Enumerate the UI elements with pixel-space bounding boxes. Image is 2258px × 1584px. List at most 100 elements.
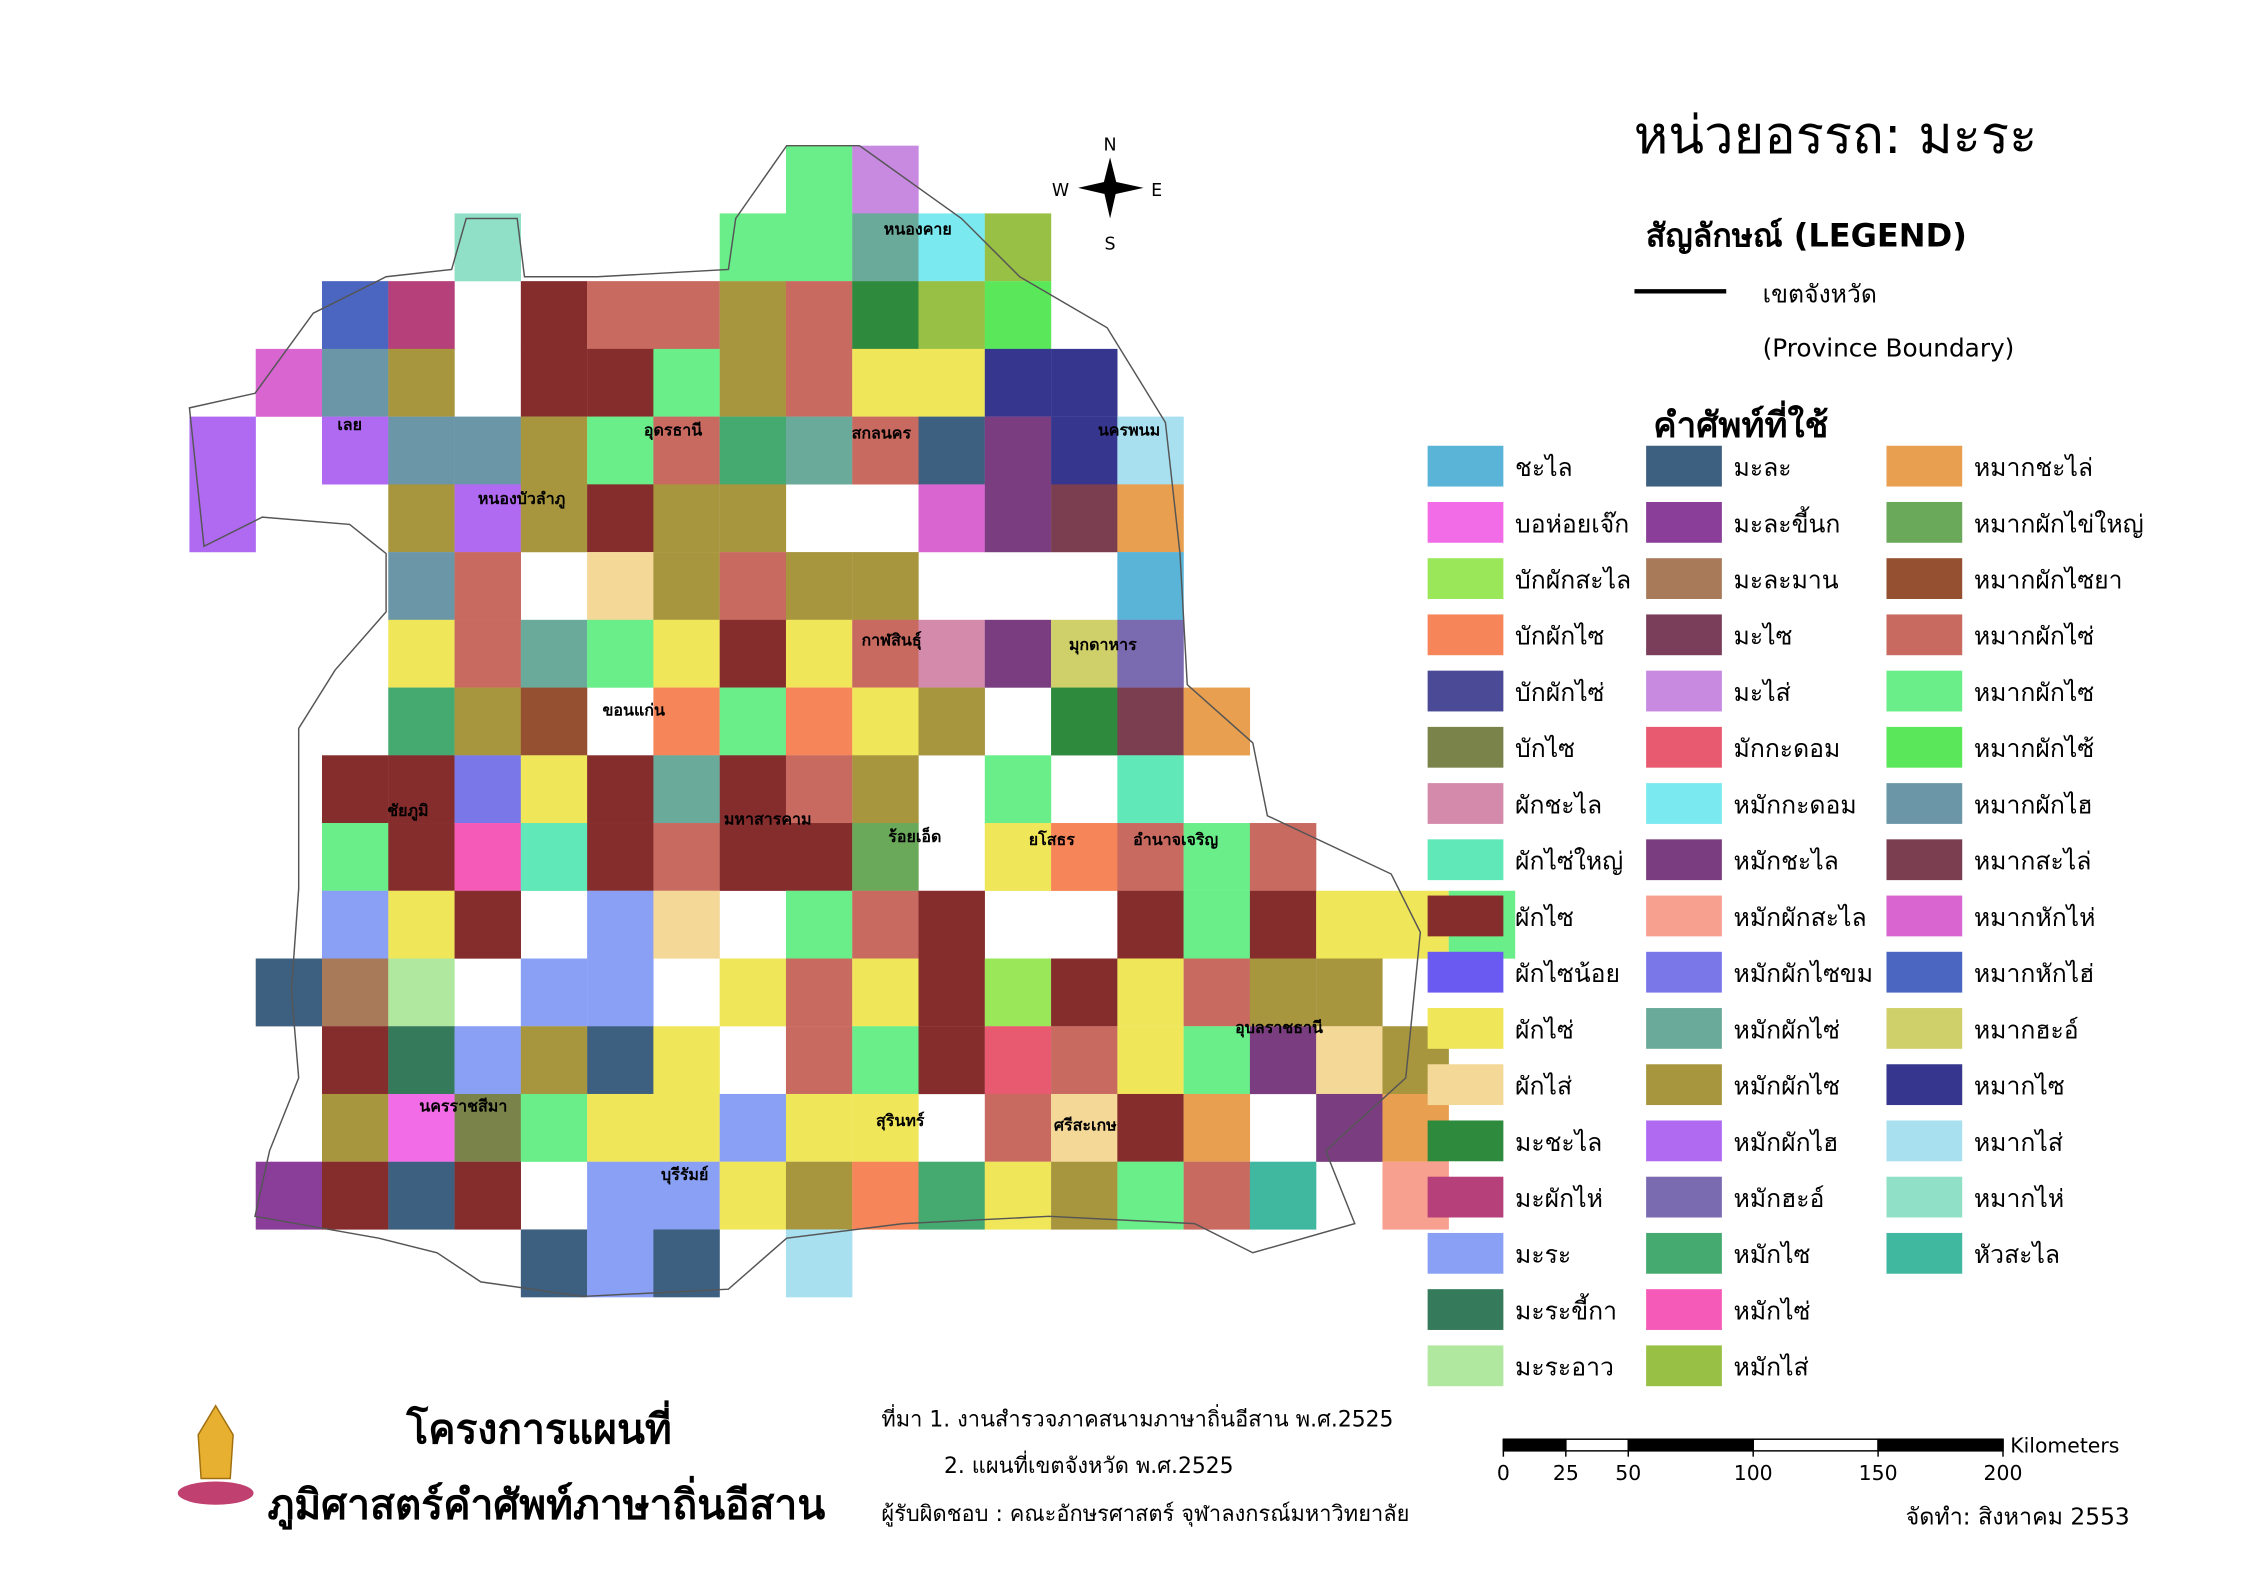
responsible: ผู้รับผิดชอบ : คณะอักษรศาสตร์ จุฬาลงกรณ์…: [881, 1502, 1409, 1527]
legend-swatch: [1886, 1232, 1963, 1274]
map-cell: [454, 755, 521, 824]
legend-label: ผักชะไล: [1515, 790, 1602, 819]
map-cell: [587, 552, 654, 620]
map-cell: [520, 687, 588, 756]
map-cell: [520, 755, 588, 824]
legend-label: หมากไห่: [1974, 1184, 2064, 1213]
legend-swatch: [1427, 951, 1504, 993]
source-2: 2. แผนที่เขตจังหวัด พ.ศ.2525: [944, 1451, 1234, 1479]
map-cell: [984, 348, 1052, 417]
map-cell: [785, 1093, 853, 1162]
map-cell: [852, 687, 919, 756]
province-label: สกลนคร: [852, 424, 912, 443]
map-cell: [520, 1093, 588, 1162]
map-cell: [321, 281, 389, 350]
province-label: ยโสธร: [1029, 829, 1076, 849]
map-cell: [1051, 1093, 1118, 1162]
province-label: ขอนแก่น: [602, 700, 665, 719]
map-cell: [321, 348, 389, 417]
legend-swatch: [1886, 839, 1963, 881]
map-cell: [785, 145, 853, 214]
map-cell: [719, 484, 787, 553]
map-cell: [587, 416, 654, 485]
legend-label: ผักไซ: [1515, 903, 1574, 932]
legend-label: หมากสะไล่: [1974, 847, 2092, 876]
legend-swatch: [1646, 726, 1722, 768]
map-cell: [918, 890, 985, 959]
mosaic: [189, 145, 1516, 1298]
compass-w: W: [1052, 181, 1069, 201]
map-cell: [1183, 1093, 1251, 1162]
legend-heading: สัญลักษณ์ (LEGEND): [1646, 216, 1967, 254]
map-cell: [520, 416, 588, 485]
legend-swatch: [1427, 1232, 1504, 1274]
project-line-1: โครงการแผนที่: [405, 1400, 671, 1453]
map-cell: [984, 958, 1052, 1027]
map-cell: [719, 1093, 787, 1162]
legend-label: มะชะไล: [1515, 1128, 1602, 1157]
map-cell: [388, 1093, 455, 1162]
map-cell: [587, 619, 654, 688]
scale-tick-label: 200: [1984, 1461, 2023, 1485]
map-cell: [852, 958, 919, 1027]
map-cell: [653, 416, 720, 485]
map-cell: [852, 416, 919, 485]
map-cell: [1117, 755, 1184, 824]
map-cell: [1316, 890, 1383, 959]
legend-label: ชะไล: [1515, 453, 1573, 482]
province-label: หนองคาย: [884, 220, 952, 239]
legend-label: หมักผักสะไล: [1734, 903, 1867, 932]
boundary-label: เขตจังหวัด: [1763, 280, 1877, 309]
scale-tick-label: 50: [1615, 1461, 1641, 1485]
map-cell: [785, 1161, 853, 1230]
map-cell: [785, 687, 853, 756]
map-cell: [918, 958, 985, 1027]
map-cell: [388, 890, 455, 959]
legend-label: หมักผักไซขม: [1734, 959, 1874, 988]
legend-swatch: [1646, 670, 1722, 712]
legend-label: ผักไซน้อย: [1515, 959, 1620, 988]
legend-swatch: [1646, 445, 1722, 487]
legend-swatch: [1886, 726, 1963, 768]
scale-tick-label: 0: [1497, 1461, 1510, 1485]
legend-swatch: [1427, 726, 1504, 768]
map-cell: [587, 890, 654, 959]
map-cell: [520, 1229, 588, 1298]
legend-swatch: [1646, 1120, 1722, 1162]
map-cell: [1117, 890, 1184, 959]
legend-swatch: [1646, 1064, 1722, 1106]
map-cell: [785, 1026, 853, 1095]
map-cell: [852, 281, 919, 350]
scale-tick-label: 25: [1553, 1461, 1579, 1485]
province-label: หนองบัวลำภู: [478, 489, 565, 510]
legend-label: หมักผักไซ: [1734, 1072, 1840, 1101]
map-cell: [852, 1161, 919, 1230]
legend-swatch: [1886, 558, 1963, 599]
legend-label: หมากผักไซยา: [1974, 566, 2123, 595]
scale-tick-label: 100: [1734, 1461, 1773, 1485]
map-cell: [1117, 958, 1184, 1027]
legend-swatch: [1646, 1008, 1722, 1049]
legend-swatch: [1427, 1176, 1504, 1218]
map-cell: [520, 348, 588, 417]
map-cell: [653, 823, 720, 891]
legend-label: หมากผักไข่ใหญ่: [1974, 509, 2144, 538]
map-cell: [852, 890, 919, 959]
map-cell: [984, 281, 1052, 350]
map-cell: [653, 484, 720, 553]
source-1: ที่มา 1. งานสำรวจภาคสนามภาษาถิ่นอีสาน พ.…: [881, 1404, 1393, 1432]
province-label: มุกดาหาร: [1069, 635, 1137, 655]
map-cell: [1051, 958, 1118, 1027]
map-cell: [852, 348, 919, 417]
map-cell: [852, 1093, 919, 1162]
legend-swatch: [1427, 1120, 1504, 1162]
legend-swatch: [1886, 1120, 1963, 1162]
legend-label: ผักไซ่ใหญ่: [1515, 847, 1623, 876]
province-label: นครพนม: [1098, 421, 1160, 440]
map-cell: [454, 1026, 521, 1095]
map-cell: [454, 1161, 521, 1230]
map-cell: [1051, 348, 1118, 417]
legend-swatch: [1886, 501, 1963, 543]
legend-label: หมากไซ: [1974, 1072, 2065, 1101]
